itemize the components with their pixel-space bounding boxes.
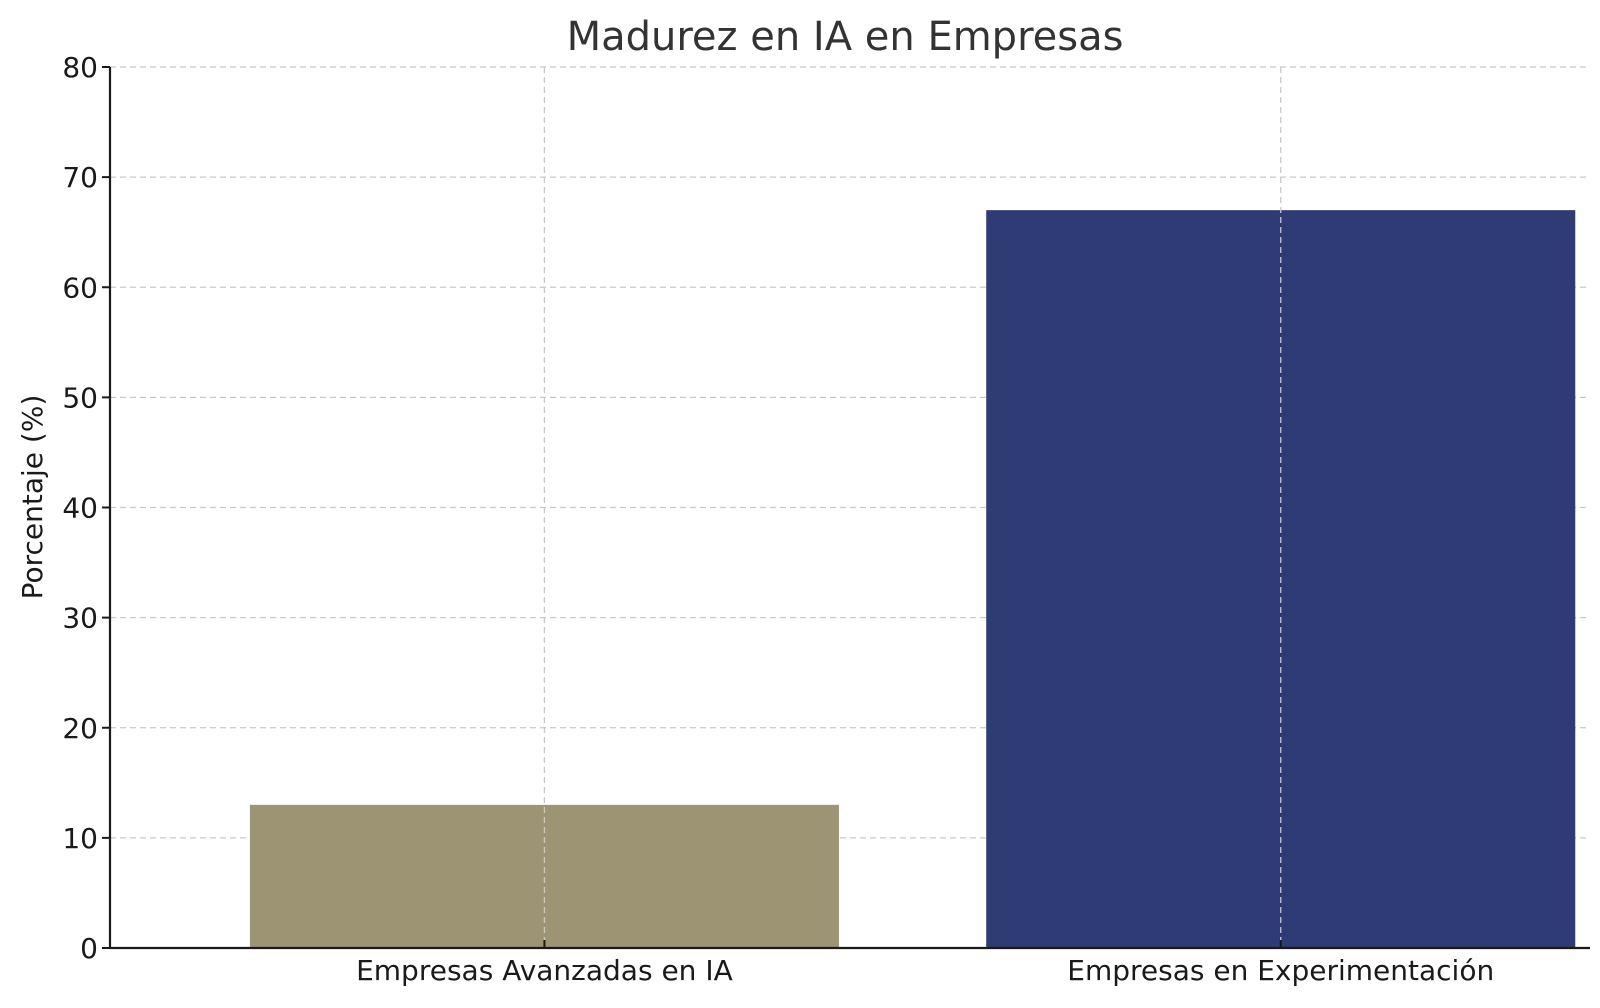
y-axis-label: Porcentaje (%) bbox=[16, 395, 49, 600]
y-tick-label: 80 bbox=[62, 51, 98, 84]
y-tick-label: 20 bbox=[62, 712, 98, 745]
chart-title: Madurez en IA en Empresas bbox=[567, 14, 1124, 60]
y-tick-label: 10 bbox=[62, 822, 98, 855]
bar bbox=[249, 804, 839, 948]
y-tick-label: 50 bbox=[62, 381, 98, 414]
y-tick-label: 70 bbox=[62, 161, 98, 194]
y-tick-label: 60 bbox=[62, 271, 98, 304]
x-tick-label: Empresas Avanzadas en IA bbox=[356, 954, 733, 987]
y-tick-label: 40 bbox=[62, 492, 98, 525]
vertical-grid-lines bbox=[543, 67, 1282, 948]
axes bbox=[102, 66, 1590, 950]
tick-labels: 0 10 20 30 40 50 60 70 80 Empresas Avanzadas en I… bbox=[62, 51, 1494, 987]
y-tick-label: 30 bbox=[62, 602, 98, 635]
y-tick-label: 0 bbox=[80, 932, 98, 965]
x-tick-label: Empresas en Experimentación bbox=[1067, 954, 1494, 987]
